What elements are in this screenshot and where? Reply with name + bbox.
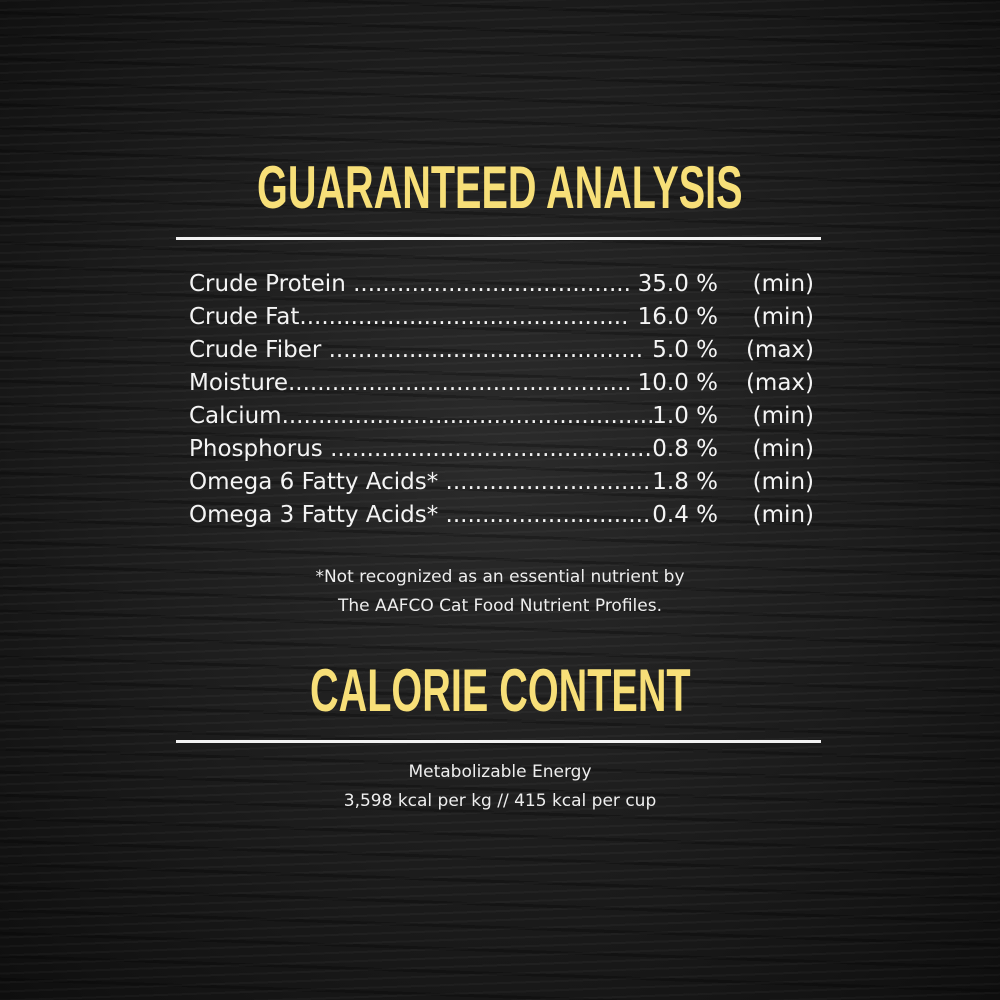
nutrient-name: Phosphorus	[189, 436, 331, 462]
nutrient-name: Crude Fiber	[189, 337, 329, 363]
nutrient-value: 0.4 %	[652, 502, 718, 528]
nutrient-qualifier: (min)	[752, 502, 814, 528]
dot-leader	[299, 301, 630, 334]
dot-leader	[446, 466, 653, 499]
divider	[176, 740, 821, 743]
nutrient-leader: Crude Protein	[189, 268, 630, 301]
analysis-row: Omega 6 Fatty Acids* 1.8 % (min)	[189, 466, 814, 499]
nutrient-name: Omega 6 Fatty Acids*	[189, 469, 446, 495]
nutrient-qualifier: (min)	[752, 436, 814, 462]
analysis-row: Omega 3 Fatty Acids* 0.4 % (min)	[189, 499, 814, 532]
nutrient-name: Calcium	[189, 403, 282, 429]
nutrient-leader: Phosphorus	[189, 433, 652, 466]
energy-label: Metabolizable Energy	[408, 762, 592, 782]
dot-leader	[288, 367, 630, 400]
guaranteed-analysis-title: GUARANTEED ANALYSIS	[257, 154, 743, 221]
nutrient-value: 1.8 %	[652, 469, 718, 495]
calorie-content-title: CALORIE CONTENT	[309, 657, 691, 724]
dot-leader	[446, 499, 653, 532]
nutrient-value: 0.8 %	[652, 436, 718, 462]
analysis-row: Phosphorus 0.8 % (min)	[189, 433, 814, 466]
nutrient-leader: Calcium	[189, 400, 652, 433]
footnote-line-1: *Not recognized as an essential nutrient…	[315, 567, 685, 587]
nutrient-name: Crude Protein	[189, 271, 354, 297]
nutrient-qualifier: (max)	[745, 337, 814, 363]
analysis-row: Crude Fat 16.0 % (min)	[189, 301, 814, 334]
nutrient-leader: Moisture	[189, 367, 630, 400]
nutrient-name: Omega 3 Fatty Acids*	[189, 502, 446, 528]
nutrient-leader: Crude Fiber	[189, 334, 645, 367]
nutrient-value: 10.0 %	[630, 370, 718, 396]
analysis-table: Crude Protein 35.0 %(min)Crude Fat 16.0 …	[189, 268, 814, 532]
dot-leader	[330, 433, 652, 466]
nutrient-leader: Omega 6 Fatty Acids*	[189, 466, 652, 499]
nutrient-qualifier: (min)	[752, 271, 814, 297]
nutrient-value: 1.0 %	[652, 403, 718, 429]
analysis-row: Crude Protein 35.0 % (min)	[189, 268, 814, 301]
dot-leader	[353, 268, 630, 301]
footnote-line-2: The AAFCO Cat Food Nutrient Profiles.	[337, 596, 662, 616]
divider	[176, 237, 821, 240]
nutrient-qualifier: (max)	[745, 370, 814, 396]
energy-values: 3,598 kcal per kg // 415 kcal per cup	[343, 791, 657, 811]
dot-leader	[329, 334, 645, 367]
nutrient-name: Crude Fat	[189, 304, 300, 330]
nutrient-qualifier: (min)	[752, 403, 814, 429]
nutrient-value: 5.0 %	[644, 337, 718, 363]
nutrient-qualifier: (min)	[752, 304, 814, 330]
analysis-row: Crude Fiber 5.0 % (max)	[189, 334, 814, 367]
nutrient-leader: Omega 3 Fatty Acids*	[189, 499, 652, 532]
nutrient-value: 16.0 %	[630, 304, 718, 330]
nutrient-name: Moisture	[189, 370, 288, 396]
nutrient-leader: Crude Fat	[189, 301, 630, 334]
dot-leader	[282, 400, 653, 433]
nutrient-value: 35.0 %	[630, 271, 718, 297]
analysis-row: Moisture 10.0 % (max)	[189, 367, 814, 400]
nutrient-qualifier: (min)	[752, 469, 814, 495]
analysis-row: Calcium 1.0 % (min)	[189, 400, 814, 433]
